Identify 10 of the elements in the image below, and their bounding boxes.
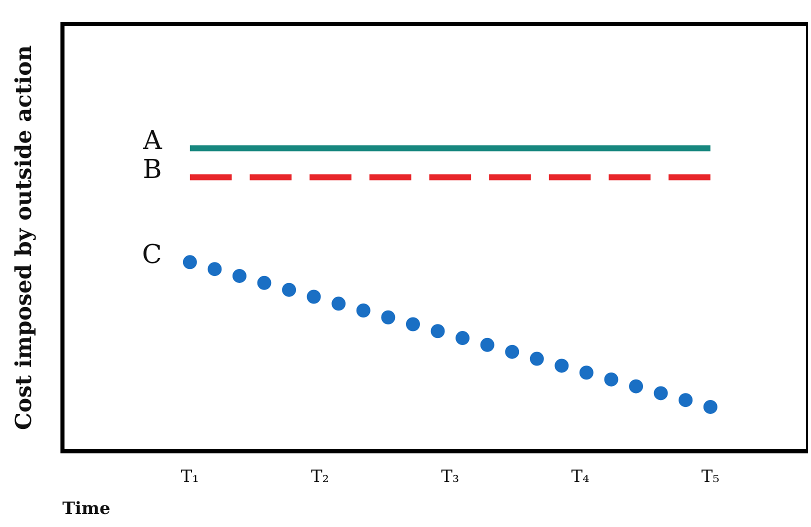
- series-label: C: [142, 240, 162, 270]
- y-axis-title: Cost imposed by outside action: [10, 45, 37, 430]
- x-tick-label: T₃: [441, 466, 460, 487]
- x-tick-label: T₄: [571, 466, 590, 487]
- series-label: B: [142, 155, 162, 186]
- x-tick-label: T₁: [180, 466, 199, 487]
- x-tick-label: T₅: [701, 466, 720, 487]
- x-tick-label: T₂: [310, 466, 330, 487]
- series-label: A: [142, 126, 164, 156]
- x-axis-title: Time: [62, 499, 110, 520]
